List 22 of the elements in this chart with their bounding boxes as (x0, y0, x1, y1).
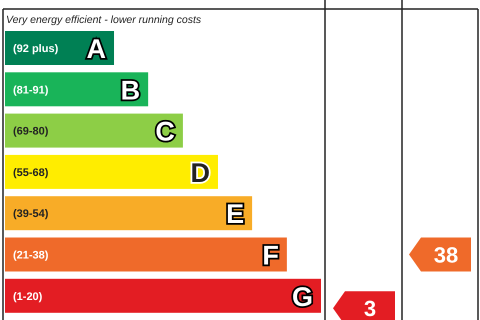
y-tick-label: E (226, 199, 244, 230)
annotation: (92 plus) (13, 43, 59, 55)
y-tick-label: D (190, 158, 210, 188)
bar (5, 196, 252, 230)
text: 38 (434, 242, 458, 268)
text: 3 (364, 296, 376, 320)
y-tick-label: F (262, 240, 279, 270)
y-tick-label: B (120, 75, 140, 106)
text: Very energy efficient - lower running costs (6, 14, 202, 26)
annotation: (55-68) (13, 166, 49, 179)
annotation: (39-54) (13, 208, 49, 220)
annotation: (21-38) (13, 250, 49, 262)
bar (5, 114, 183, 148)
bar (5, 278, 321, 313)
bar (5, 154, 218, 189)
annotation: (1-20) (13, 290, 43, 303)
annotation: (81-91) (13, 84, 49, 96)
y-tick-label: G (292, 282, 313, 312)
bar (5, 238, 287, 272)
y-tick-label: A (86, 34, 106, 64)
y-tick-label: C (155, 116, 175, 147)
annotation: (69-80) (13, 126, 49, 138)
